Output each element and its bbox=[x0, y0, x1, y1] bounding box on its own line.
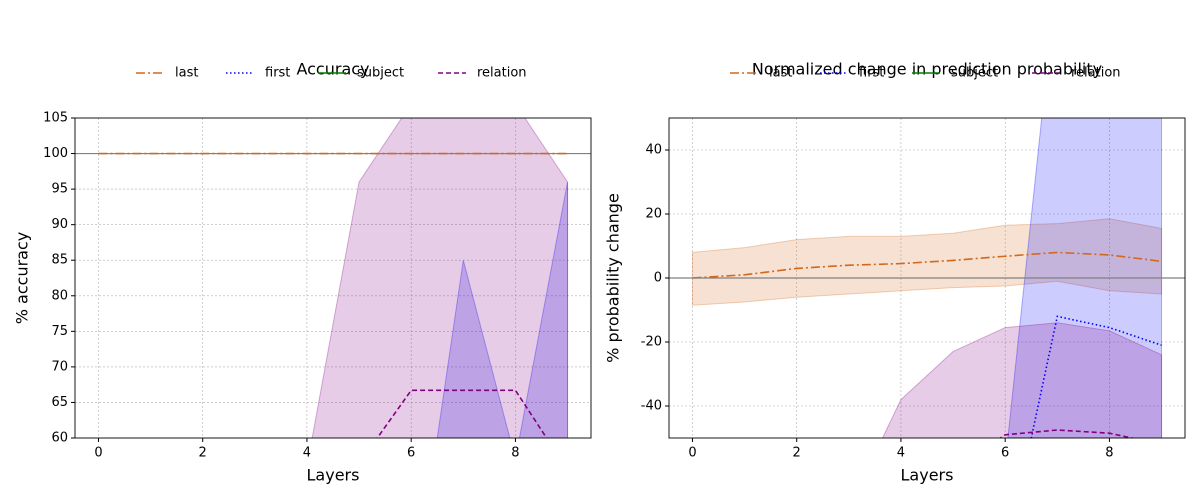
legend: last first subject relation bbox=[136, 66, 527, 81]
y-tick-label: 65 bbox=[51, 395, 68, 410]
y-tick-label: 70 bbox=[51, 359, 68, 374]
plot-area bbox=[669, 118, 1185, 438]
x-tick-label: 8 bbox=[1105, 446, 1113, 461]
series-line bbox=[692, 251, 1162, 279]
legend-label: last bbox=[769, 66, 792, 81]
y-tick-label: 95 bbox=[51, 182, 68, 197]
x-tick-label: 4 bbox=[897, 446, 905, 461]
x-tick-label: 0 bbox=[94, 446, 102, 461]
x-tick-label: 2 bbox=[199, 446, 207, 461]
x-tick-label: 6 bbox=[1001, 446, 1009, 461]
subplot: 60 65 70 75 80 85 90 95 100 105 0 2 4 6 8 Layers % accur… bbox=[13, 60, 592, 485]
x-tick-label: 4 bbox=[303, 446, 311, 461]
confidence-band bbox=[311, 118, 569, 438]
plot-area bbox=[75, 118, 591, 438]
y-tick-label: 90 bbox=[51, 217, 68, 232]
legend-label: relation bbox=[1071, 66, 1121, 81]
y-axis-label: % probability change bbox=[604, 193, 623, 363]
y-tick-label: -20 bbox=[641, 335, 662, 350]
x-axis-label: Layers bbox=[901, 466, 954, 485]
y-tick-label: -40 bbox=[641, 399, 662, 414]
axes-frame bbox=[668, 117, 1186, 439]
legend-label: relation bbox=[477, 66, 527, 81]
confidence-band bbox=[881, 322, 1163, 438]
chart-title: Accuracy bbox=[296, 60, 369, 79]
y-tick-label: 0 bbox=[654, 271, 662, 286]
x-tick-label: 2 bbox=[793, 446, 801, 461]
y-tick-label: 80 bbox=[51, 288, 68, 303]
x-tick-label: 0 bbox=[688, 446, 696, 461]
legend-label: first bbox=[859, 66, 884, 81]
y-tick-label: 100 bbox=[43, 146, 68, 161]
y-tick-label: 40 bbox=[645, 143, 662, 158]
x-tick-label: 8 bbox=[511, 446, 519, 461]
legend-label: first bbox=[265, 66, 290, 81]
y-tick-label: 105 bbox=[43, 111, 68, 126]
legend: last first subject relation bbox=[730, 66, 1121, 81]
series-line bbox=[999, 429, 1136, 438]
legend-label: subject bbox=[357, 66, 404, 81]
subplot: -40 -20 0 20 40 0 2 4 6 8 Layers % probability chan… bbox=[604, 60, 1186, 485]
confidence-band bbox=[436, 181, 569, 438]
y-axis-label: % accuracy bbox=[13, 232, 32, 324]
series-line bbox=[376, 389, 548, 438]
x-tick-label: 6 bbox=[407, 446, 415, 461]
confidence-band bbox=[691, 218, 1163, 306]
y-tick-label: 85 bbox=[51, 253, 68, 268]
legend-label: subject bbox=[951, 66, 998, 81]
chart-title: Normalized change in prediction probabil… bbox=[752, 60, 1102, 79]
y-tick-label: 75 bbox=[51, 324, 68, 339]
y-tick-label: 60 bbox=[51, 431, 68, 446]
x-axis-label: Layers bbox=[307, 466, 360, 485]
legend-label: last bbox=[175, 66, 198, 81]
y-tick-label: 20 bbox=[645, 207, 662, 222]
axes-frame bbox=[74, 117, 592, 439]
